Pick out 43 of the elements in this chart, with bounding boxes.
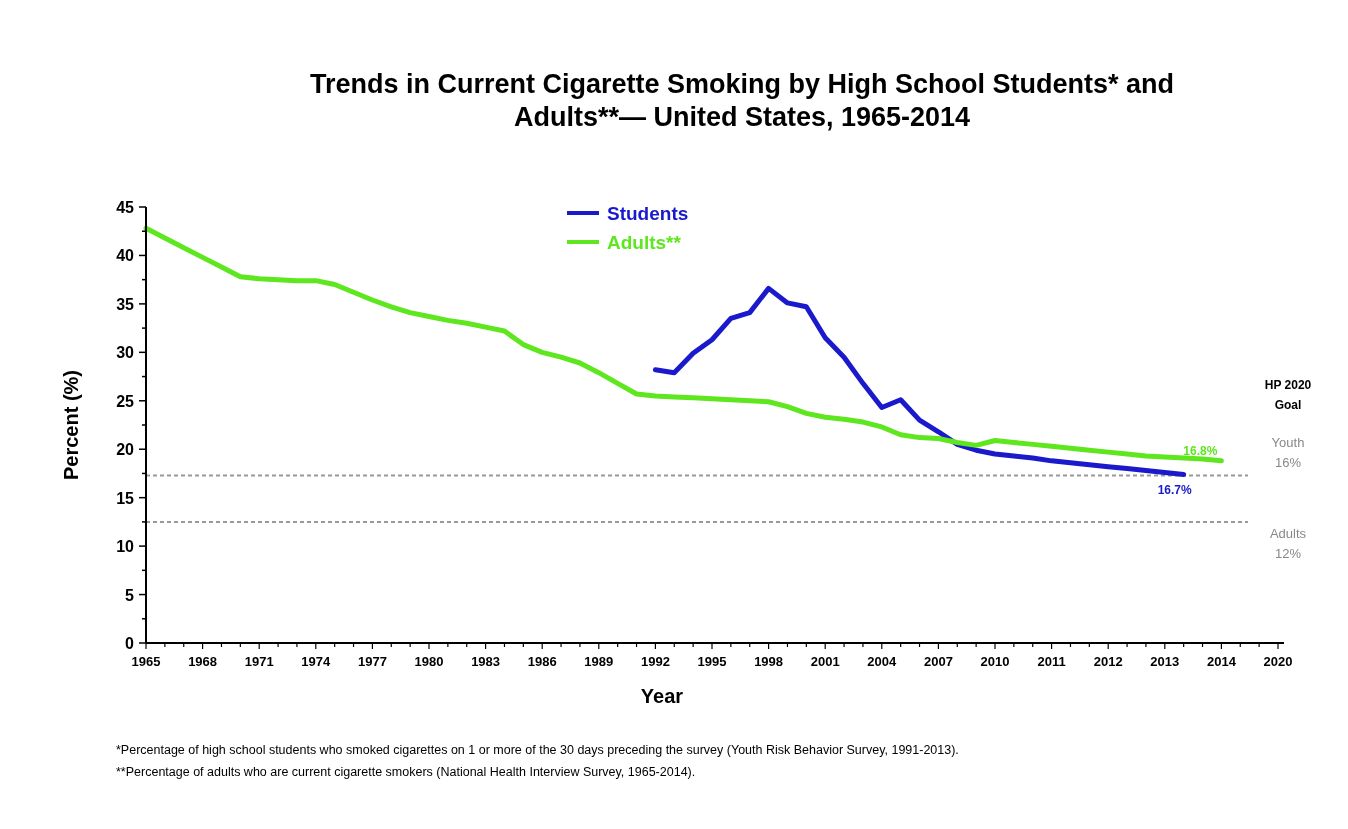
y-tick-label: 0 (125, 635, 135, 652)
y-tick-label: 30 (116, 344, 135, 362)
x-tick-label: 2007 (923, 654, 953, 669)
x-tick-label: 2010 (980, 654, 1010, 669)
y-tick-label: 10 (116, 538, 135, 556)
x-tick-label: 1986 (527, 654, 557, 669)
y-tick-label: 45 (116, 199, 135, 216)
x-tick-label: 1965 (131, 654, 161, 669)
x-tick-label: 2011 (1037, 654, 1066, 669)
x-tick-label: 1992 (640, 654, 670, 669)
annotation: 16.7% (1157, 483, 1192, 498)
legend-label: Adults** (607, 232, 682, 253)
y-tick-label: 40 (116, 247, 135, 265)
ref-line-label: Adults 12% (1269, 525, 1307, 561)
annotation: HP 2020 Goal (1264, 378, 1312, 413)
x-tick-label: 1974 (301, 654, 332, 669)
x-tick-label: 2014 (1206, 654, 1237, 669)
y-tick-label: 25 (116, 392, 135, 410)
ref-line-label: Youth 16% (1271, 435, 1305, 471)
text: *Percentage of high school students who smoked cigarettes on 1 or more of the 30 days preceding the survey (Youth Risk Behavior Survey, 1991-2013). (116, 743, 959, 757)
y-tick-label: 15 (116, 489, 135, 507)
x-tick-label: 2012 (1093, 654, 1123, 669)
legend-label: Students (607, 203, 689, 224)
x-tick-label: 1971 (244, 654, 274, 669)
x-tick-label: 2020 (1263, 654, 1293, 669)
y-axis-title: Percent (%) (60, 369, 82, 481)
x-axis-title: Year (640, 685, 684, 707)
x-tick-label: 2004 (867, 654, 898, 669)
chart-title: Trends in Current Cigarette Smoking by High School Students* and Adults**— United States, 1965-2014 (309, 69, 1175, 132)
x-tick-label: 1989 (584, 654, 614, 669)
text: **Percentage of adults who are current cigarette smokers (National Health Interview Survey, 1965-2014). (116, 765, 696, 779)
x-tick-label: 1980 (414, 654, 444, 669)
x-tick-label: 1983 (471, 654, 501, 669)
x-tick-label: 2001 (810, 654, 840, 669)
x-tick-label: 1995 (697, 654, 727, 669)
x-tick-label: 1977 (357, 654, 387, 669)
x-tick-label: 2013 (1150, 654, 1180, 669)
y-tick-label: 20 (116, 441, 135, 459)
annotation: 16.8% (1183, 443, 1218, 458)
x-tick-label: 1998 (754, 654, 784, 669)
y-tick-label: 5 (125, 586, 135, 604)
x-tick-label: 1968 (188, 654, 218, 669)
y-tick-label: 35 (116, 295, 135, 313)
